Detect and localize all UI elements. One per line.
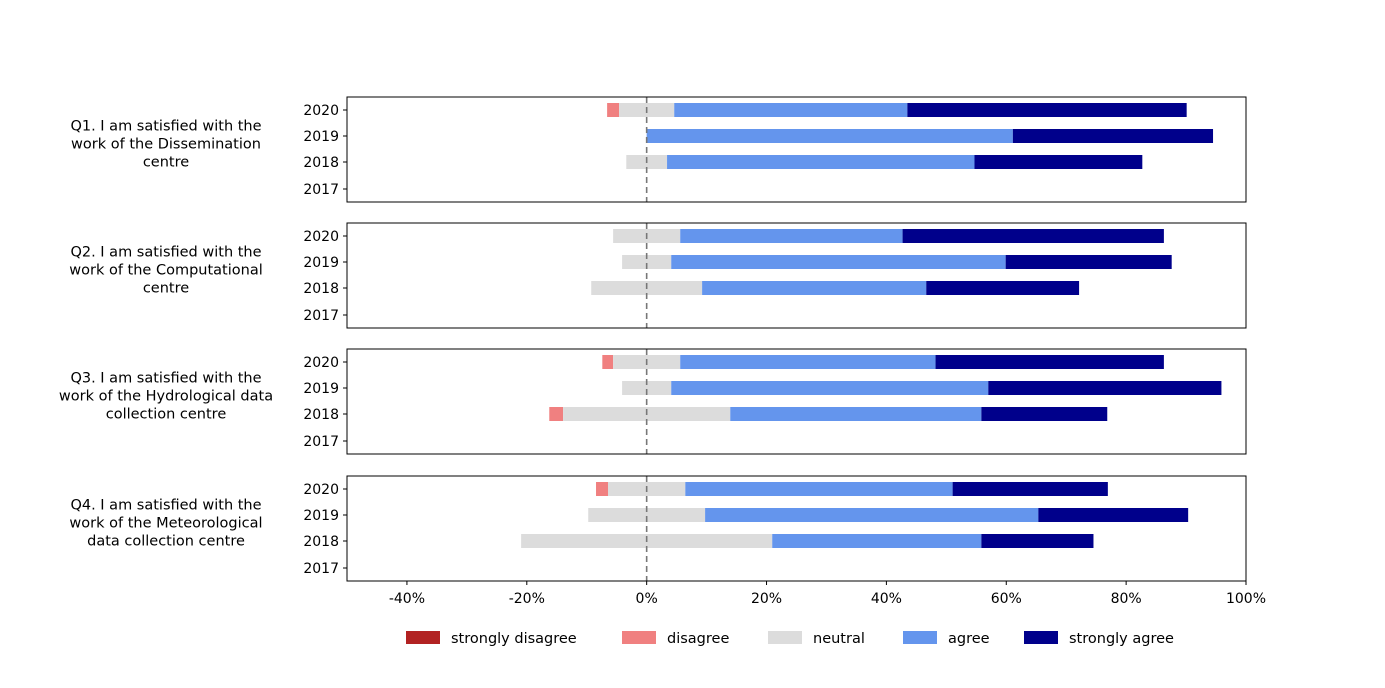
panel-frame (346, 475, 1247, 582)
x-tick-label: -40% (389, 591, 425, 607)
legend-label: disagree (667, 631, 729, 647)
y-tick-label: 2017 (303, 434, 339, 450)
question-label: Q1. I am satisfied with the (70, 119, 261, 135)
legend-swatch (768, 631, 802, 644)
bar-agree (730, 407, 982, 421)
y-tick-label: 2020 (303, 482, 339, 498)
bar-disagree (549, 407, 564, 421)
bar-neutral (588, 508, 706, 522)
y-tick-label: 2019 (303, 381, 339, 397)
y-tick-label: 2019 (303, 129, 339, 145)
bar-agree (671, 255, 1006, 269)
bar-strongly-agree (902, 229, 1164, 243)
question-label: Q4. I am satisfied with the (70, 498, 261, 514)
question-label: work of the Hydrological data (59, 389, 273, 405)
y-tick-label: 2017 (303, 308, 339, 324)
legend-swatch (406, 631, 440, 644)
question-label: centre (143, 281, 189, 297)
bar-strongly-agree (935, 355, 1164, 369)
bar-strongly-agree (1012, 129, 1214, 143)
y-tick-label: 2018 (303, 407, 339, 423)
bar-agree (685, 482, 953, 496)
x-tick-label: 80% (1111, 591, 1142, 607)
bar-strongly-agree (1038, 508, 1189, 522)
y-tick-label: 2018 (303, 534, 339, 550)
bar-agree (674, 103, 908, 117)
y-tick-label: 2018 (303, 281, 339, 297)
question-label: Q2. I am satisfied with the (70, 245, 261, 261)
question-label: centre (143, 155, 189, 171)
y-tick-label: 2020 (303, 355, 339, 371)
question-label: work of the Meteorological (69, 516, 262, 532)
x-tick-label: 40% (871, 591, 902, 607)
panel-frame (346, 348, 1247, 455)
legend-label: strongly disagree (451, 631, 577, 647)
legend-swatch (903, 631, 937, 644)
bar-disagree (596, 482, 609, 496)
x-tick-label: 0% (636, 591, 658, 607)
bar-agree (705, 508, 1039, 522)
panel-frame (346, 96, 1247, 203)
y-tick-label: 2018 (303, 155, 339, 171)
panel-frame (346, 222, 1247, 329)
bar-agree (772, 534, 982, 548)
bar-strongly-agree (988, 381, 1222, 395)
bar-neutral (622, 381, 672, 395)
y-tick-label: 2017 (303, 561, 339, 577)
bar-agree (646, 129, 1013, 143)
bar-agree (702, 281, 927, 295)
bar-strongly-agree (952, 482, 1108, 496)
question-label: Q3. I am satisfied with the (70, 371, 261, 387)
bar-agree (671, 381, 989, 395)
bar-agree (680, 229, 903, 243)
x-tick-label: 20% (751, 591, 782, 607)
bar-strongly-agree (974, 155, 1143, 169)
y-tick-label: 2019 (303, 508, 339, 524)
bar-neutral (622, 255, 672, 269)
bar-agree (667, 155, 975, 169)
question-label: data collection centre (87, 534, 245, 550)
bar-strongly-agree (1005, 255, 1172, 269)
x-tick-label: 60% (991, 591, 1022, 607)
bar-strongly-agree (981, 407, 1108, 421)
question-label: work of the Computational (69, 263, 262, 279)
bar-strongly-agree (981, 534, 1094, 548)
legend-label: agree (948, 631, 990, 647)
legend-swatch (1024, 631, 1058, 644)
question-label: work of the Dissemination (71, 137, 261, 153)
x-tick-label: 100% (1226, 591, 1266, 607)
y-tick-label: 2017 (303, 182, 339, 198)
bar-strongly-agree (907, 103, 1187, 117)
bar-disagree (607, 103, 620, 117)
x-tick-label: -20% (509, 591, 545, 607)
y-tick-label: 2019 (303, 255, 339, 271)
y-tick-label: 2020 (303, 103, 339, 119)
bar-agree (680, 355, 936, 369)
legend-swatch (622, 631, 656, 644)
legend-label: neutral (813, 631, 865, 647)
bar-disagree (602, 355, 614, 369)
legend-label: strongly agree (1069, 631, 1174, 647)
question-label: collection centre (106, 407, 227, 423)
bar-strongly-agree (926, 281, 1080, 295)
y-tick-label: 2020 (303, 229, 339, 245)
